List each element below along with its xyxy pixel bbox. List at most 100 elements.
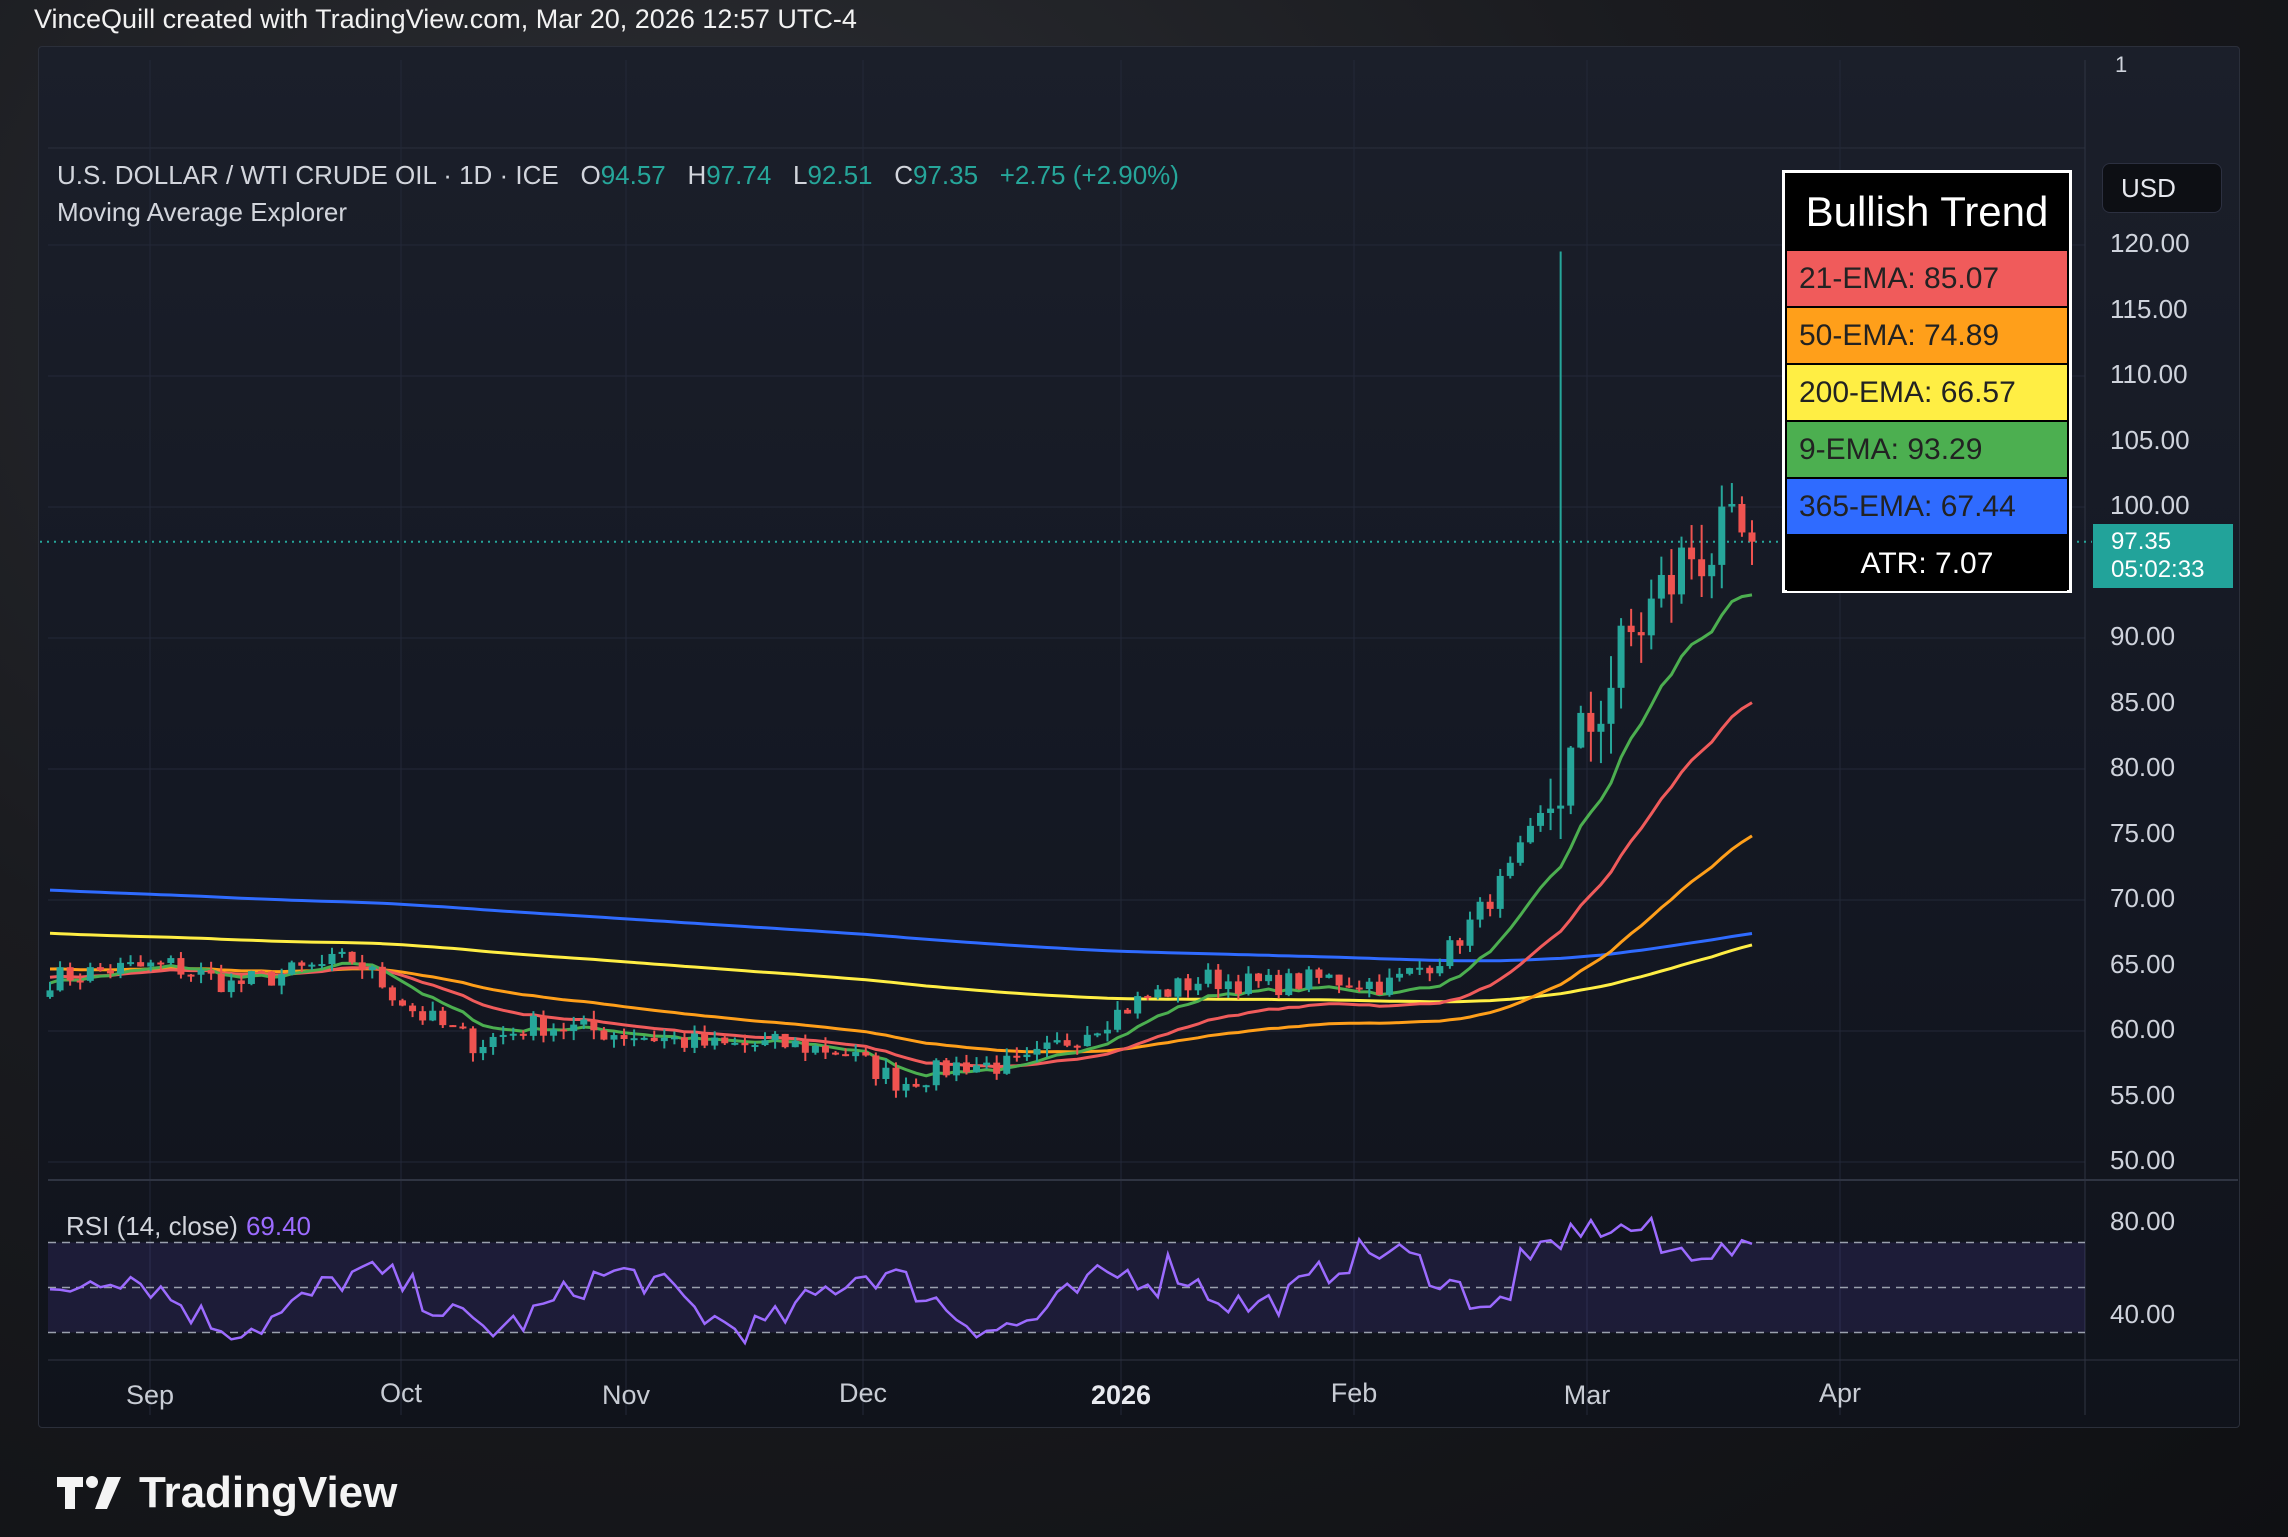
tradingview-logo[interactable]: TradingView — [55, 1468, 397, 1518]
candle-body — [701, 1033, 709, 1046]
candle-body — [852, 1052, 860, 1057]
price-tick: 85.00 — [2110, 686, 2176, 717]
price-tick: 115.00 — [2110, 293, 2188, 324]
price-tick: 90.00 — [2110, 621, 2176, 651]
ema-line-200-ema — [49, 931, 1753, 1004]
candle-body — [872, 1055, 880, 1080]
candle-body — [590, 1019, 598, 1031]
candle-body — [741, 1042, 749, 1046]
candle-body — [1144, 996, 1152, 999]
candle-body — [1093, 1033, 1101, 1036]
candle-body — [892, 1067, 900, 1091]
candle-body — [630, 1038, 638, 1041]
time-tick: Dec — [838, 1378, 888, 1408]
candle-body — [1637, 632, 1645, 636]
time-tick: Feb — [1330, 1378, 1378, 1408]
high-value: 97.74 — [706, 160, 772, 190]
candle-body — [1083, 1034, 1091, 1047]
currency-button[interactable]: USD — [2102, 163, 2222, 213]
rsi-legend[interactable]: RSI (14, close) 69.40 — [66, 1211, 311, 1242]
time-tick: Sep — [125, 1380, 175, 1410]
candle-body — [1325, 974, 1333, 978]
trend-title: Bullish Trend — [1805, 188, 2049, 235]
candle-body — [1466, 919, 1474, 946]
indicator-name[interactable]: Moving Average Explorer — [57, 197, 348, 227]
rsi-pane — [48, 1215, 2085, 1346]
candle-body — [962, 1062, 970, 1073]
candle-body — [378, 966, 386, 988]
candle-body — [1134, 996, 1142, 1014]
candle-body — [137, 962, 145, 967]
candle-body — [932, 1060, 940, 1086]
candle-body — [550, 1029, 558, 1036]
candle-body — [751, 1045, 759, 1048]
candle-body — [1164, 989, 1172, 997]
candle-body — [1516, 842, 1524, 863]
candle-body — [348, 951, 356, 963]
tradingview-logo-text: TradingView — [139, 1468, 398, 1517]
chart-grid — [48, 60, 2238, 1415]
candle-body — [983, 1062, 991, 1066]
time-tick: Nov — [601, 1380, 651, 1410]
candle-body — [761, 1040, 769, 1046]
candle-body — [560, 1029, 568, 1032]
ema-line-9-ema — [49, 593, 1753, 1078]
candle-body — [1385, 977, 1393, 995]
price-tick: 65.00 — [2110, 948, 2176, 979]
candle-body — [821, 1045, 829, 1053]
candle-body — [398, 1000, 406, 1006]
candle-body — [1688, 547, 1696, 560]
candle-body — [1255, 973, 1263, 982]
candle-body — [318, 964, 326, 967]
candle-body — [1365, 981, 1373, 989]
candle-body — [1456, 940, 1464, 946]
candle-body — [388, 987, 396, 1001]
ema-line-365-ema — [49, 888, 1753, 963]
candle-body — [368, 966, 376, 970]
candle-body — [479, 1046, 487, 1054]
candle-body — [1043, 1042, 1051, 1049]
candle-body — [429, 1010, 437, 1021]
candle-body — [862, 1052, 870, 1056]
candle-body — [96, 967, 104, 971]
candle-body — [86, 967, 94, 981]
candle-body — [1275, 974, 1283, 996]
candle-body — [338, 951, 346, 954]
candle-body — [499, 1034, 507, 1037]
candle-body — [76, 980, 84, 983]
candle-body — [781, 1033, 789, 1048]
candle-body — [539, 1015, 547, 1036]
candle-body — [308, 964, 316, 967]
candle-body — [197, 970, 205, 975]
candle-body — [832, 1052, 840, 1055]
candle-body — [217, 973, 225, 993]
candle-body — [1567, 747, 1575, 806]
price-tick: 80.00 — [2110, 752, 2176, 782]
price-tick: 70.00 — [2110, 883, 2176, 913]
candle-body — [620, 1035, 628, 1040]
candle-body — [882, 1067, 890, 1080]
time-tick: Apr — [1818, 1378, 1862, 1408]
symbol-legend[interactable]: U.S. DOLLAR / WTI CRUDE OIL · 1D · ICE O… — [57, 160, 1179, 191]
candle-body — [1355, 987, 1363, 990]
open-value: 94.57 — [600, 160, 666, 190]
price-tick: 110.00 — [2110, 359, 2188, 389]
rsi-line — [49, 1215, 1753, 1346]
candle-body — [640, 1037, 648, 1040]
candle-body — [1315, 969, 1323, 978]
candle-body — [1537, 812, 1545, 826]
candle-body — [1547, 808, 1555, 813]
candle-body — [1496, 875, 1504, 909]
candle-body — [237, 980, 245, 984]
bar-countdown: 05:02:33 — [2111, 556, 2205, 583]
candle-body — [610, 1035, 618, 1040]
chart-credit: VinceQuill created with TradingView.com,… — [34, 4, 857, 34]
candle-body — [811, 1045, 819, 1053]
candle-body — [902, 1083, 910, 1091]
candle-body — [1124, 1009, 1132, 1014]
candle-body — [1013, 1055, 1021, 1058]
candle-body — [1265, 974, 1273, 982]
candle-body — [1607, 687, 1615, 724]
candle-body — [1436, 966, 1444, 974]
